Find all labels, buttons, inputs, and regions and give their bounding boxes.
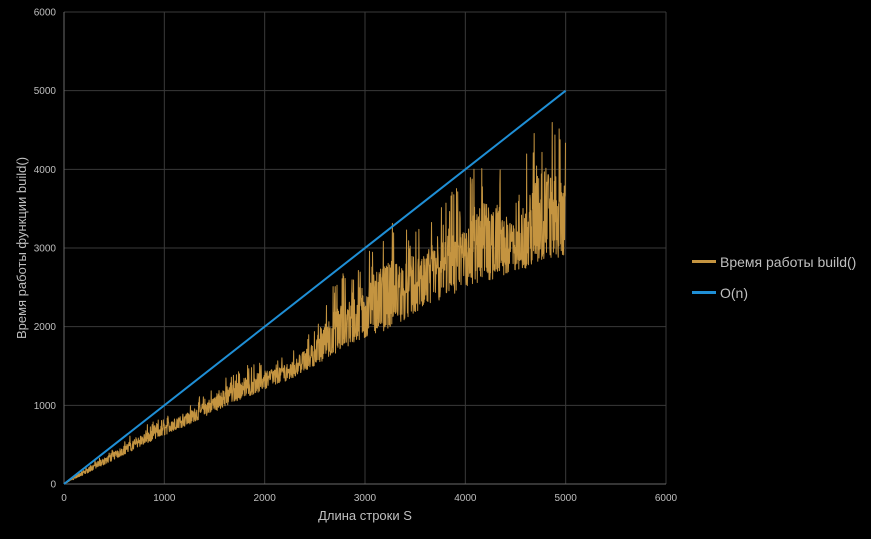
x-tick-label: 6000 xyxy=(655,493,678,504)
legend-item-build: Время работы build() xyxy=(692,246,856,277)
y-tick-label: 0 xyxy=(50,480,56,491)
x-tick-label: 3000 xyxy=(354,493,377,504)
y-tick-label: 3000 xyxy=(34,244,57,255)
legend-label: Время работы build() xyxy=(720,253,857,270)
y-axis-label: Время работы функции build() xyxy=(14,157,29,339)
axes xyxy=(63,12,666,485)
series-layer xyxy=(63,89,567,485)
y-tick-label: 6000 xyxy=(34,8,57,19)
legend-item-on: O(n) xyxy=(692,277,856,308)
legend: Время работы build() O(n) xyxy=(692,246,856,308)
x-tick-label: 5000 xyxy=(555,493,578,504)
x-tick-label: 0 xyxy=(61,493,67,504)
x-axis-label: Длина строки S xyxy=(318,508,412,523)
y-tick-label: 1000 xyxy=(34,401,57,412)
series-build-time-line xyxy=(63,122,566,485)
legend-swatch xyxy=(692,260,716,263)
series-on-line xyxy=(63,89,567,485)
y-tick-label: 4000 xyxy=(34,165,57,176)
x-tick-label: 2000 xyxy=(254,493,277,504)
y-tick-label: 5000 xyxy=(34,86,57,97)
y-tick-labels: 0 1000 2000 3000 4000 5000 6000 xyxy=(34,8,57,491)
legend-label: O(n) xyxy=(720,284,748,301)
y-tick-label: 2000 xyxy=(34,322,57,333)
legend-swatch xyxy=(692,291,716,294)
x-tick-label: 1000 xyxy=(153,493,176,504)
x-tick-labels: 0 1000 2000 3000 4000 5000 6000 xyxy=(61,493,677,504)
x-tick-label: 4000 xyxy=(454,493,477,504)
